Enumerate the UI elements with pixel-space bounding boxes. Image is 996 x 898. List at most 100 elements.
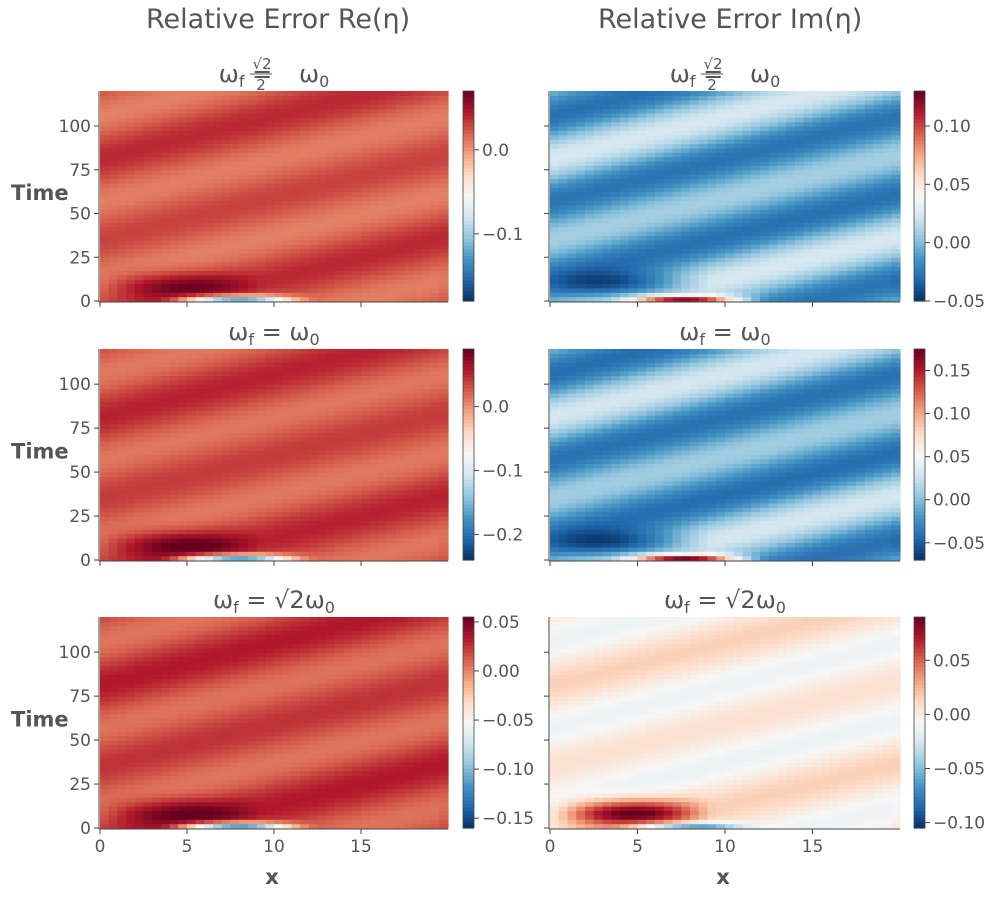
- heatmap-cell: [239, 91, 249, 96]
- heatmap-cell: [282, 200, 292, 206]
- heatmap-cell: [795, 99, 805, 105]
- heatmap-cell: [108, 467, 118, 473]
- heatmap-cell: [602, 296, 612, 302]
- heatmap-cell: [795, 209, 805, 215]
- heatmap-cell: [195, 546, 205, 552]
- heatmap-cell: [204, 392, 214, 398]
- heatmap-cell: [169, 441, 179, 447]
- heatmap-cell: [282, 209, 292, 215]
- heatmap-cell: [265, 226, 275, 232]
- heatmap-cell: [108, 349, 118, 354]
- heatmap-cell: [795, 279, 805, 285]
- heatmap-cell: [439, 182, 449, 188]
- heatmap-cell: [274, 292, 284, 298]
- heatmap-cell: [751, 244, 761, 250]
- heatmap-cell: [143, 379, 153, 385]
- colorbar-segment: [914, 178, 925, 183]
- heatmap-cell: [620, 91, 630, 96]
- heatmap-cell: [847, 266, 857, 271]
- heatmap-cell: [195, 414, 205, 420]
- heatmap-cell: [716, 156, 726, 162]
- heatmap-cell: [760, 143, 770, 149]
- heatmap-cell: [230, 174, 240, 180]
- heatmap-cell: [413, 196, 423, 201]
- heatmap-cell: [891, 174, 901, 180]
- heatmap-cell: [230, 152, 240, 158]
- heatmap-cell: [187, 375, 197, 381]
- heatmap-cell: [152, 445, 162, 451]
- heatmap-cell: [326, 156, 336, 162]
- heatmap-cell: [672, 248, 682, 254]
- heatmap-cell: [256, 204, 266, 210]
- y-axis-label: Time: [11, 181, 69, 205]
- heatmap-cell: [143, 99, 153, 105]
- heatmap-cell: [195, 91, 205, 96]
- heatmap-cell: [760, 239, 770, 245]
- heatmap-cell: [204, 507, 214, 513]
- heatmap-cell: [558, 187, 569, 193]
- heatmap-cell: [672, 165, 682, 171]
- heatmap-cell: [690, 130, 700, 136]
- heatmap-cell: [213, 287, 223, 293]
- heatmap-cell: [725, 252, 735, 258]
- heatmap-cell: [117, 239, 127, 245]
- heatmap-cell: [751, 91, 761, 96]
- heatmap-cell: [126, 445, 136, 451]
- heatmap-cell: [239, 485, 249, 491]
- heatmap-cell: [143, 104, 153, 110]
- heatmap-cell: [152, 257, 162, 263]
- colorbar-segment: [463, 283, 474, 288]
- heatmap-cell: [413, 191, 423, 197]
- colorbar-segment: [914, 266, 925, 271]
- heatmap-cell: [160, 182, 171, 188]
- heatmap-cell: [317, 217, 327, 223]
- heatmap-cell: [707, 156, 717, 162]
- heatmap-cell: [847, 226, 857, 232]
- heatmap-cell: [378, 130, 388, 136]
- heatmap-cell: [187, 152, 197, 158]
- heatmap-cell: [602, 248, 612, 254]
- heatmap-cell: [204, 95, 214, 101]
- heatmap-cell: [221, 410, 232, 416]
- colorbar-tick-label: 0.10: [933, 117, 971, 137]
- heatmap-cell: [187, 370, 197, 376]
- heatmap-cell: [803, 231, 814, 236]
- heatmap-cell: [265, 252, 275, 258]
- heatmap-cell: [187, 283, 197, 289]
- heatmap-cell: [239, 502, 249, 508]
- heatmap-cell: [550, 217, 560, 223]
- heatmap-cell: [213, 489, 223, 495]
- heatmap-cell: [343, 95, 353, 101]
- heatmap-cell: [655, 161, 665, 166]
- heatmap-cell: [733, 270, 744, 276]
- heatmap-cell: [628, 112, 639, 118]
- heatmap-cell: [143, 494, 153, 500]
- heatmap-cell: [698, 266, 709, 271]
- heatmap-cell: [567, 270, 577, 276]
- heatmap-cell: [143, 406, 153, 412]
- colorbar-segment: [463, 248, 474, 253]
- heatmap-cell: [663, 130, 674, 136]
- heatmap-cell: [891, 165, 901, 171]
- heatmap-cell: [195, 95, 205, 101]
- heatmap-cell: [343, 248, 353, 254]
- heatmap-cell: [143, 213, 153, 219]
- heatmap-cell: [256, 428, 266, 434]
- colorbar-segment: [914, 297, 925, 302]
- heatmap-cell: [830, 187, 840, 193]
- heatmap-cell: [585, 169, 595, 175]
- heatmap-cell: [247, 235, 258, 241]
- heatmap-cell: [751, 261, 761, 267]
- heatmap-cell: [655, 152, 665, 158]
- heatmap-cell: [672, 239, 682, 245]
- heatmap-cell: [690, 143, 700, 149]
- heatmap-cell: [733, 226, 744, 232]
- heatmap-cell: [439, 134, 449, 140]
- heatmap-cell: [108, 139, 118, 145]
- heatmap-cell: [134, 95, 145, 101]
- heatmap-cell: [178, 533, 188, 539]
- heatmap-cell: [891, 147, 901, 153]
- heatmap-cell: [247, 191, 258, 197]
- heatmap-cell: [891, 161, 901, 166]
- heatmap-cell: [873, 104, 884, 110]
